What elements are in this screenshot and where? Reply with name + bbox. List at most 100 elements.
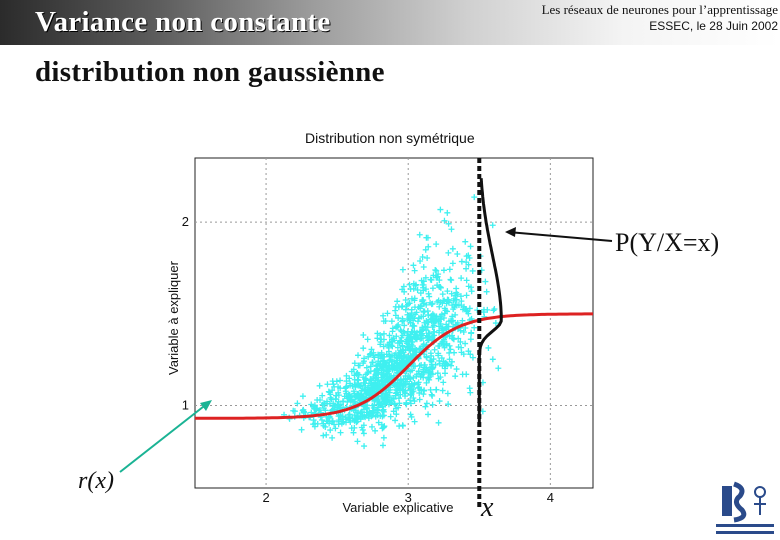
y-axis-label: Variable à expliquer [166, 260, 181, 375]
data-point [354, 438, 361, 445]
data-point [437, 284, 444, 291]
data-point [398, 350, 405, 357]
data-point [401, 381, 408, 388]
data-point [485, 344, 492, 351]
data-point [415, 304, 422, 311]
data-point [405, 372, 412, 379]
data-point [325, 388, 332, 395]
data-point [420, 335, 427, 342]
data-point [395, 353, 402, 360]
data-point [404, 353, 411, 360]
data-point [427, 276, 434, 283]
data-point [398, 328, 405, 335]
data-point [451, 304, 458, 311]
data-point [440, 314, 447, 321]
data-point [489, 222, 496, 229]
data-point [424, 367, 431, 374]
data-point [407, 286, 414, 293]
data-point [425, 319, 432, 326]
data-point [449, 332, 455, 339]
data-point [378, 336, 385, 343]
data-point [388, 336, 395, 343]
data-point [375, 377, 382, 384]
label-conditional-prob: P(Y/X=x) [615, 228, 720, 257]
data-point [383, 373, 390, 380]
data-point [364, 369, 371, 376]
data-point [463, 307, 470, 314]
data-point [409, 342, 416, 349]
data-point [351, 376, 358, 383]
data-point [459, 317, 466, 324]
data-point [439, 300, 446, 307]
data-point [353, 413, 360, 420]
data-point [412, 282, 419, 289]
data-point [458, 302, 465, 309]
data-point [439, 291, 446, 298]
data-point [419, 324, 426, 331]
data-point [405, 334, 412, 341]
data-point [429, 401, 436, 408]
data-point [400, 355, 407, 362]
data-point [334, 401, 341, 408]
data-point [420, 313, 427, 320]
data-point [300, 406, 307, 413]
data-point [439, 387, 446, 394]
data-point [372, 427, 379, 434]
data-point [416, 396, 423, 403]
data-point [442, 307, 449, 314]
data-point [391, 401, 398, 408]
data-point [452, 311, 459, 318]
data-point [406, 281, 413, 288]
data-point [329, 387, 336, 394]
data-point [410, 388, 417, 395]
data-point [398, 303, 405, 310]
data-point [450, 335, 457, 342]
data-point [462, 238, 469, 245]
data-point [397, 349, 404, 356]
data-point [450, 297, 457, 304]
data-point [394, 323, 401, 330]
data-point [388, 395, 395, 402]
data-point [379, 442, 386, 449]
x-tick-label: 2 [262, 490, 269, 505]
data-point [378, 382, 385, 389]
data-point [399, 342, 406, 349]
data-point [368, 423, 375, 430]
data-point [342, 419, 349, 426]
data-point [324, 400, 331, 407]
data-point [445, 299, 452, 306]
data-point [380, 330, 387, 337]
data-point [350, 366, 357, 373]
data-point [354, 370, 361, 377]
data-point [368, 346, 375, 353]
data-point [421, 362, 428, 369]
data-point [424, 254, 431, 261]
data-point [380, 434, 387, 441]
data-point [328, 396, 335, 403]
data-point [392, 417, 399, 424]
data-point [350, 429, 357, 436]
institution-logo [716, 481, 774, 534]
data-point [463, 292, 470, 299]
data-point [417, 290, 424, 297]
label-x-value: x [481, 492, 494, 523]
data-point [406, 380, 413, 387]
slide-title-line2: distribution non gaussiènne [35, 56, 385, 88]
data-point [351, 399, 358, 406]
data-point [379, 403, 386, 410]
data-point [429, 333, 436, 340]
data-point [388, 361, 395, 368]
data-point [480, 309, 487, 316]
data-point [414, 286, 421, 293]
data-point [465, 252, 472, 259]
header-date: ESSEC, le 28 Juin 2002 [649, 19, 778, 33]
data-point [439, 362, 446, 369]
header-course-title: Les réseaux de neurones pour l’apprentis… [541, 2, 778, 17]
data-point [433, 386, 440, 393]
data-point [389, 325, 396, 332]
data-point [379, 412, 386, 419]
data-point [435, 419, 442, 426]
data-point [374, 409, 381, 416]
data-point [319, 392, 326, 399]
x-tick-label: 3 [405, 490, 412, 505]
